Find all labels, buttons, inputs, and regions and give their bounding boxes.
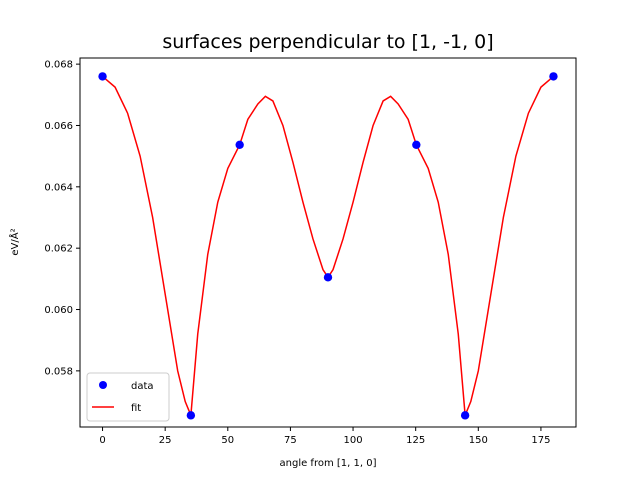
data-point [186,411,196,420]
x-tick-label: 50 [221,435,234,446]
y-tick-label: 0.066 [44,121,73,132]
y-axis-label: eV/Å² [8,228,21,255]
plot-frame [79,57,577,428]
data-point [412,140,421,150]
legend-data-label: data [131,381,154,392]
x-axis: 0 25 50 75 100 125 150 175 [99,427,550,446]
y-tick-label: 0.058 [44,366,73,377]
y-axis: 0.058 0.060 0.062 0.064 0.066 0.068 [44,60,80,377]
data-point [235,140,244,150]
x-tick-label: 0 [99,435,105,446]
legend: data fit [86,372,170,422]
x-tick-label: 125 [406,435,425,446]
data-point [549,72,558,81]
legend-box [86,372,170,422]
x-tick-label: 75 [284,435,297,446]
data-point [323,273,333,282]
plot-area [98,72,558,420]
fit-line [102,75,554,416]
x-tick-label: 175 [531,435,550,446]
y-tick-label: 0.064 [44,182,73,193]
data-point [98,72,107,81]
y-tick-label: 0.062 [44,244,73,255]
legend-fit-label: fit [131,403,141,414]
chart-title: surfaces perpendicular to [1, -1, 0] [162,31,493,53]
x-tick-label: 100 [344,435,363,446]
legend-data-marker [99,381,107,389]
data-point [460,411,470,420]
y-tick-label: 0.068 [44,60,73,71]
y-tick-label: 0.060 [44,305,73,316]
x-tick-label: 150 [469,435,488,446]
x-axis-label: angle from [1, 1, 0] [280,458,377,469]
x-tick-label: 25 [159,435,172,446]
